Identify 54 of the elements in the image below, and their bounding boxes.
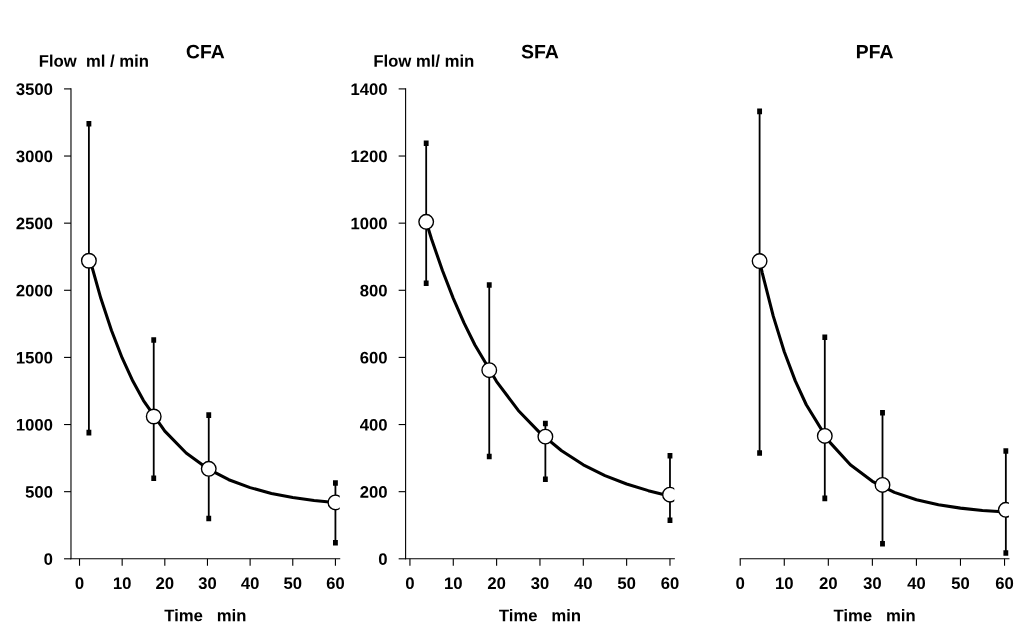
x-tick-label: 10 [113, 577, 131, 590]
y-tick-label: 1500 [16, 351, 53, 364]
x-tick-label: 60 [326, 577, 345, 590]
x-tick-label: 20 [487, 577, 506, 590]
chart-title: SFA [521, 44, 559, 59]
y-tick-label: 200 [360, 486, 387, 498]
x-tick-label: 60 [661, 577, 679, 590]
y-tick-label: 1400 [351, 83, 387, 96]
y-axis-title: Flow ml/ min [374, 54, 474, 67]
x-tick-label: 0 [405, 577, 414, 590]
x-tick-label: 40 [241, 577, 259, 590]
x-tick-label: 0 [736, 577, 745, 590]
y-tick-label: 2000 [16, 284, 53, 297]
x-tick-label: 0 [75, 577, 84, 590]
y-tick-label: 500 [25, 486, 53, 498]
y-tick-label: 400 [359, 418, 387, 431]
x-tick-label: 20 [819, 577, 837, 590]
point [751, 253, 768, 270]
x-tick-label: 50 [284, 577, 302, 590]
y-tick-label: 3500 [16, 83, 53, 96]
y-tick-label: 1200 [351, 150, 387, 163]
chart-title: CFA [186, 44, 225, 59]
point [481, 362, 498, 379]
point [80, 252, 97, 269]
point [145, 408, 162, 425]
point [418, 213, 435, 230]
y-tick-label: 3000 [16, 150, 53, 163]
x-tick-label: 40 [574, 577, 592, 590]
point [874, 476, 891, 493]
y-axis-title: Flow ml / min [39, 54, 148, 67]
x-tick-label: 50 [951, 577, 970, 590]
x-tick-label: 30 [531, 577, 549, 590]
point [816, 427, 833, 444]
x-tick-label: 20 [156, 577, 174, 590]
y-tick-label: 1000 [351, 217, 387, 230]
x-axis-title: Time min [164, 609, 246, 622]
y-tick-label: 0 [378, 553, 387, 565]
y-tick-label: 0 [44, 553, 53, 565]
y-tick-label: 2500 [16, 217, 53, 230]
point [200, 460, 217, 477]
x-tick-label: 40 [907, 577, 926, 590]
y-tick-label: 800 [360, 284, 387, 297]
x-tick-label: 60 [995, 577, 1014, 590]
x-tick-label: 30 [863, 577, 881, 590]
x-tick-label: 10 [776, 577, 793, 590]
x-axis-title: Time min [499, 609, 580, 622]
point [537, 428, 554, 445]
x-tick-label: 50 [617, 577, 636, 590]
y-tick-label: 1000 [16, 418, 53, 431]
x-tick-label: 30 [198, 577, 217, 590]
x-tick-label: 10 [445, 577, 462, 590]
chart-title: PFA [856, 44, 893, 59]
y-tick-label: 600 [360, 351, 387, 364]
x-axis-title: Time min [833, 609, 915, 622]
